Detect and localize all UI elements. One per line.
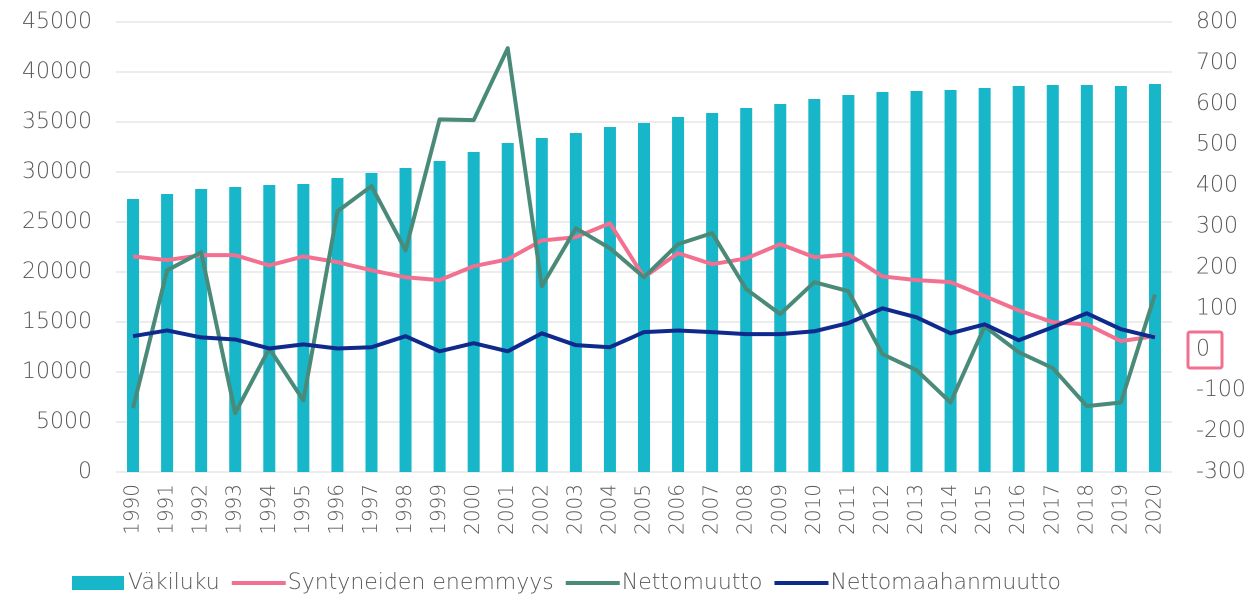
bar — [1080, 85, 1093, 472]
y2-tick-label: -200 — [1196, 418, 1246, 443]
bar — [331, 178, 344, 472]
y-tick-label: 15000 — [22, 309, 92, 334]
x-tick-label: 2007 — [699, 484, 723, 535]
x-tick-label: 2001 — [494, 484, 518, 535]
y-tick-label: 0 — [78, 459, 92, 484]
y2-tick-label: -300 — [1196, 459, 1246, 484]
x-tick-label: 2000 — [460, 484, 484, 535]
x-tick-label: 2017 — [1039, 484, 1063, 535]
bar — [876, 92, 889, 472]
bar — [467, 152, 480, 472]
y2-tick-label: 200 — [1196, 254, 1238, 279]
bar — [1114, 86, 1127, 472]
x-tick-label: 2005 — [631, 484, 655, 535]
y-tick-label: 20000 — [22, 259, 92, 284]
x-tick-label: 2002 — [528, 484, 552, 535]
y2-tick-label: 300 — [1196, 214, 1238, 239]
x-tick-label: 2015 — [971, 484, 995, 535]
x-tick-label: 1996 — [324, 484, 348, 535]
y2-tick-label: 700 — [1196, 50, 1238, 75]
bar — [501, 143, 514, 472]
bar — [1046, 85, 1059, 472]
y2-tick-label: 400 — [1196, 173, 1238, 198]
x-tick-label: 2009 — [767, 484, 791, 535]
bar — [297, 184, 310, 472]
x-tick-label: 1992 — [188, 484, 212, 535]
bar — [535, 138, 548, 472]
x-tick-label: 2004 — [596, 484, 620, 535]
legend-swatch — [72, 576, 124, 590]
bar — [706, 113, 719, 472]
line-series — [132, 306, 1156, 354]
x-tick-label: 1991 — [154, 484, 178, 535]
x-tick-label: 2014 — [937, 484, 961, 535]
x-tick-label: 1997 — [358, 484, 382, 535]
bar — [638, 123, 650, 472]
legend-label: Nettomuutto — [622, 570, 763, 595]
bar — [263, 185, 276, 472]
bar — [569, 133, 582, 472]
x-tick-label: 2020 — [1141, 484, 1165, 535]
x-tick-label: 2008 — [733, 484, 757, 535]
bar — [399, 168, 412, 472]
x-tick-label: 2003 — [562, 484, 586, 535]
bar — [229, 187, 242, 472]
x-tick-label: 2016 — [1005, 484, 1029, 535]
legend-label: Nettomaahanmuutto — [830, 570, 1061, 595]
x-tick-label: 2010 — [801, 484, 825, 535]
y-tick-label: 10000 — [22, 359, 92, 384]
bar — [603, 127, 616, 472]
y2-tick-label: 600 — [1196, 91, 1238, 116]
x-tick-label: 1998 — [392, 484, 416, 535]
y2-tick-label: 100 — [1196, 295, 1238, 320]
x-tick-label: 1994 — [256, 484, 280, 535]
legend-label: Väkiluku — [128, 570, 220, 595]
bar — [672, 117, 685, 472]
bar — [978, 88, 991, 472]
legend-label: Syntyneiden enemmyys — [288, 570, 554, 595]
y2-tick-label: 800 — [1196, 9, 1238, 34]
x-tick-label: 2019 — [1107, 484, 1131, 535]
highlight-box — [1186, 330, 1224, 370]
x-tick-label: 2006 — [665, 484, 689, 535]
bar — [774, 104, 787, 472]
y2-tick-label: 500 — [1196, 132, 1238, 157]
y-tick-label: 25000 — [22, 209, 92, 234]
x-tick-label: 1990 — [120, 484, 144, 535]
x-tick-label: 2011 — [835, 484, 859, 535]
y-tick-label: 35000 — [22, 109, 92, 134]
y2-tick-label: 0 — [1196, 336, 1210, 361]
bar — [195, 189, 208, 472]
x-tick-label: 2018 — [1073, 484, 1097, 535]
x-tick-label: 1999 — [426, 484, 450, 535]
x-tick-label: 1993 — [222, 484, 246, 535]
bar — [1148, 84, 1161, 472]
bar — [1012, 86, 1025, 472]
y-tick-label: 40000 — [22, 59, 92, 84]
x-tick-label: 1995 — [290, 484, 314, 535]
y2-tick-label: -100 — [1196, 377, 1246, 402]
bar — [808, 99, 821, 472]
y-tick-label: 5000 — [36, 409, 92, 434]
y-tick-label: 30000 — [22, 159, 92, 184]
bar — [433, 161, 446, 472]
bar — [161, 194, 174, 472]
bar — [365, 173, 378, 472]
bar — [842, 95, 855, 472]
y-tick-label: 45000 — [22, 9, 92, 34]
x-tick-label: 2012 — [869, 484, 893, 535]
x-tick-label: 2013 — [903, 484, 927, 535]
